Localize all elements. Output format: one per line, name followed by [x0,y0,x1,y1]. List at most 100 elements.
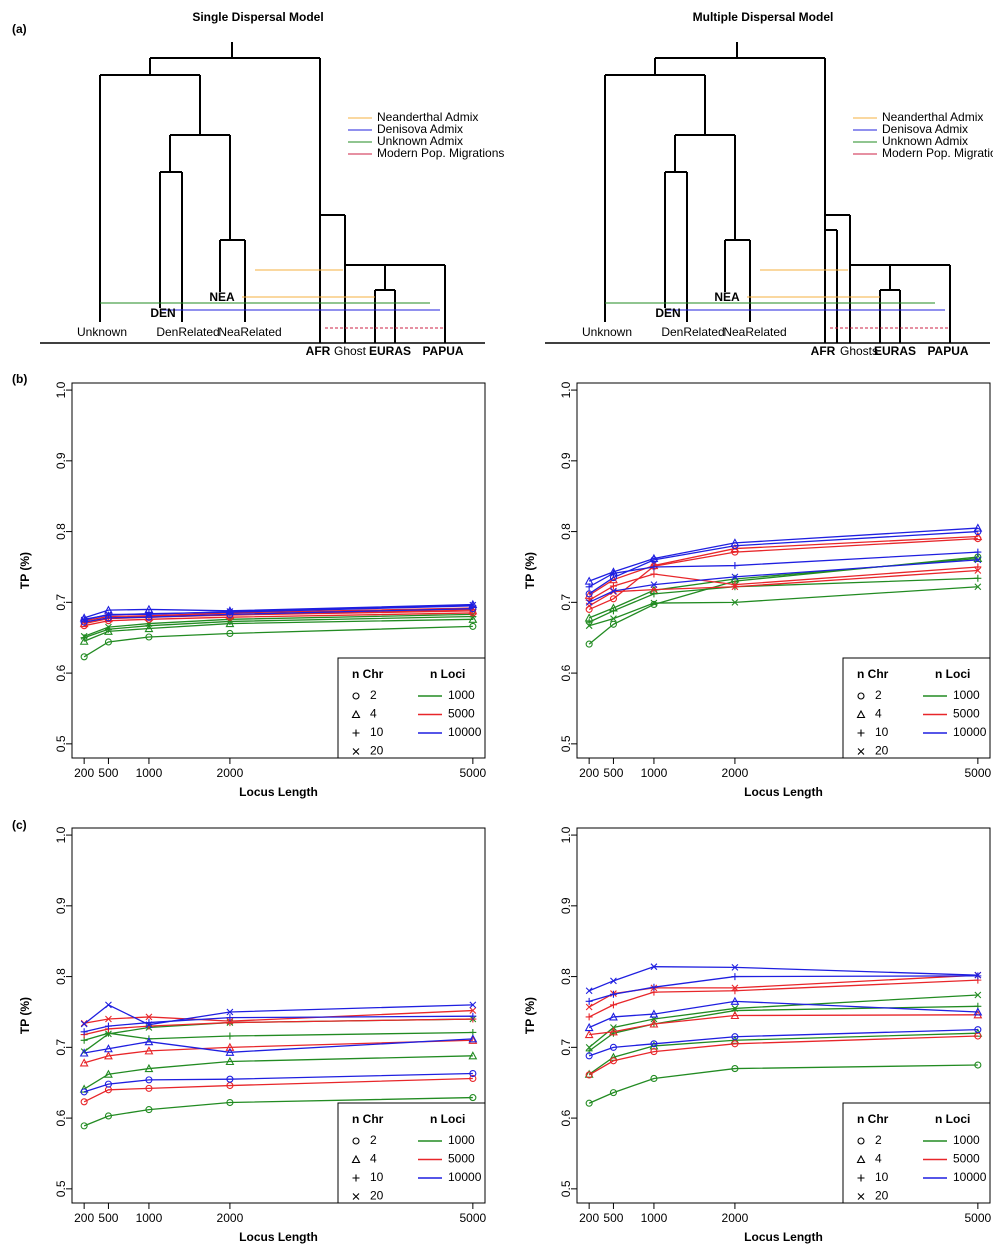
y-tick-label: 0.7 [559,1039,573,1056]
legend-title: n Loci [430,1112,465,1126]
legend-label: Unknown Admix [882,134,968,148]
legend-label: 20 [875,1189,889,1203]
leaf-label: NeaRelated [218,325,281,339]
x-tick-label: 5000 [965,766,992,780]
y-axis-title: TP (%) [18,552,32,589]
legend-title: n Loci [430,667,465,681]
legend-marker [856,1154,866,1164]
data-point [974,971,982,979]
data-point [585,1003,593,1011]
legend-label: 2 [875,1133,882,1147]
data-point [469,1074,477,1083]
series-line [84,1038,473,1054]
data-point [731,583,739,591]
y-tick-label: 1.0 [559,381,573,398]
y-axis-title: TP (%) [18,997,32,1034]
y-tick-label: 0.7 [54,1039,68,1056]
data-point [609,1043,617,1051]
data-point [585,1099,593,1107]
y-tick-label: 1.0 [54,826,68,843]
legend-marker [351,1154,361,1164]
data-point [650,1040,658,1048]
data-point [609,1089,617,1097]
leaf-label: Ghosts [840,344,878,358]
x-tick-label: 1000 [136,766,163,780]
data-point [80,1088,88,1096]
y-axis-title: TP (%) [523,997,537,1034]
y-tick-label: 0.8 [559,968,573,985]
data-point [731,984,739,992]
legend-label: 5000 [448,1152,475,1166]
legend-title: n Loci [935,667,970,681]
legend-label: 1000 [953,1133,980,1147]
data-point [974,1061,982,1069]
data-point [145,1021,153,1029]
y-tick-label: 0.5 [54,735,68,752]
y-tick-label: 0.6 [559,664,573,681]
data-point [650,586,658,593]
data-point [610,977,617,985]
data-point [225,1047,235,1056]
data-point [104,1022,112,1030]
x-tick-label: 1000 [641,1211,668,1225]
data-point [609,569,617,577]
leaf-label: Ghost [334,344,367,358]
data-point [80,634,88,642]
data-point [731,562,739,570]
data-point [225,1042,235,1051]
leaf-label: AFR [811,344,836,358]
legend-marker [857,1174,865,1182]
y-tick-label: 1.0 [559,826,573,843]
data-point [104,1044,113,1053]
data-point [609,990,617,998]
series-line [588,527,978,582]
data-point [468,1035,478,1044]
data-point [585,590,593,598]
data-point [468,614,478,623]
data-point [469,1094,477,1102]
legend-label: 1000 [953,688,980,702]
legend-title: n Loci [935,1112,970,1126]
legend-label: 4 [370,707,377,721]
legend-title: n Chr [352,1112,384,1126]
legend-label: Modern Pop. Migrations [377,146,504,160]
legend-marker [352,1193,360,1200]
data-point [105,610,112,618]
legend-box [842,1102,991,1204]
diagram-title: Multiple Dispersal Model [693,10,834,24]
series-line [588,556,978,645]
x-tick-label: 1000 [136,1211,163,1225]
data-point [79,1058,89,1067]
data-point [584,1029,594,1039]
legend-label: 1000 [448,688,475,702]
data-point [226,1017,234,1025]
legend-marker [352,748,360,755]
data-point [974,563,982,571]
y-tick-label: 0.5 [559,1180,573,1197]
series-line [588,974,978,1008]
data-point [610,615,617,623]
x-tick-label: 200 [74,766,94,780]
data-point [80,653,88,661]
legend-label: Denisova Admix [882,122,968,136]
series-line [588,1064,978,1104]
data-point [649,1019,659,1028]
legend-label: 4 [875,707,882,721]
data-point [226,1032,234,1040]
data-point [104,638,112,646]
leaf-label: AFR [306,344,331,358]
legend-label: 10000 [953,725,987,739]
data-point [731,1065,739,1073]
data-point [105,623,112,631]
data-point [144,1037,154,1046]
legend-box [337,1102,486,1204]
legend-label: 10 [875,725,889,739]
data-point [585,1071,593,1079]
data-point [145,1084,153,1092]
plot-frame [576,382,991,759]
data-point [469,1069,477,1078]
leaf-label: EURAS [874,344,916,358]
data-point [225,1056,235,1066]
